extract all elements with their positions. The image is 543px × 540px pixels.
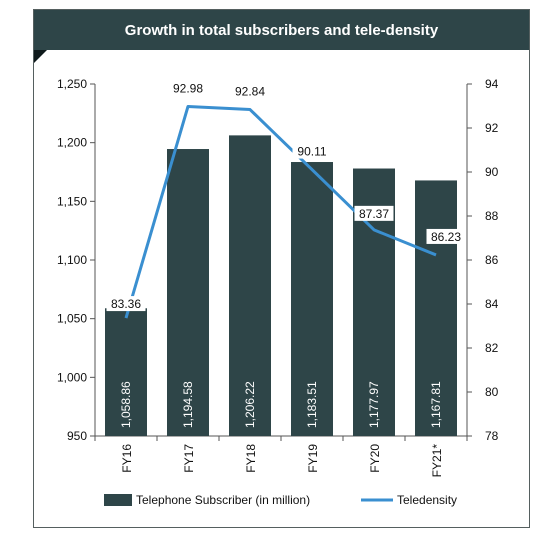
y-right-tick-label: 88	[485, 209, 499, 223]
bar-fy17	[167, 149, 209, 437]
line-value-label: 86.23	[431, 230, 461, 244]
line-value-label: 87.37	[359, 207, 389, 221]
legend-line-label: Teledensity	[397, 493, 457, 507]
chart-frame: Growth in total subscribers and tele-den…	[33, 9, 530, 528]
x-category-label: FY19	[306, 444, 320, 473]
y-right-tick-label: 90	[485, 165, 499, 179]
bar-fy21	[415, 180, 457, 436]
line-label-bg	[426, 228, 466, 244]
line-value-label: 83.36	[111, 297, 141, 311]
y-right-tick-label: 94	[485, 77, 499, 91]
x-category-label: FY16	[120, 444, 134, 473]
y-right-tick-label: 80	[485, 385, 499, 399]
bar-fy19	[291, 162, 333, 436]
y-left-tick-label: 1,100	[57, 253, 87, 267]
x-category-label: FY17	[182, 444, 196, 473]
bar-value-label: 1,194.58	[181, 381, 195, 428]
y-left-tick-label: 1,050	[57, 312, 87, 326]
bar-fy18	[229, 135, 271, 436]
y-left-tick-label: 1,250	[57, 77, 87, 91]
y-right-tick-label: 92	[485, 121, 499, 135]
y-right-tick-label: 86	[485, 253, 499, 267]
y-left-tick-label: 1,200	[57, 136, 87, 150]
y-left-tick-label: 1,150	[57, 194, 87, 208]
line-label-bg	[106, 296, 146, 312]
bar-value-label: 1,183.51	[305, 381, 319, 428]
header-notch	[34, 50, 47, 63]
legend-bar-swatch	[104, 494, 132, 506]
line-value-label: 92.98	[173, 81, 203, 95]
bar-value-label: 1,206.22	[243, 381, 257, 428]
x-category-label: FY18	[244, 444, 258, 473]
line-value-label: 90.11	[297, 145, 326, 159]
bar-fy16	[105, 308, 147, 436]
y-right-tick-label: 78	[485, 429, 499, 443]
bar-value-label: 1,058.86	[119, 381, 133, 428]
y-right-tick-label: 82	[485, 341, 499, 355]
x-category-label: FY21*	[430, 444, 444, 478]
y-left-tick-label: 1,000	[57, 370, 87, 384]
line-value-label: 92.84	[235, 85, 265, 99]
line-label-bg	[354, 205, 394, 221]
y-right-tick-label: 84	[485, 297, 499, 311]
line-label-bg	[230, 83, 270, 99]
bar-value-label: 1,167.81	[429, 381, 443, 428]
legend-bar-label: Telephone Subscriber (in million)	[136, 493, 310, 507]
y-left-tick-label: 950	[67, 429, 87, 443]
bar-value-label: 1,177.97	[367, 381, 381, 428]
line-label-bg	[168, 80, 208, 96]
line-label-bg	[292, 143, 332, 159]
x-category-label: FY20	[368, 444, 382, 473]
chart-title: Growth in total subscribers and tele-den…	[34, 10, 529, 50]
teledensity-line	[124, 104, 437, 319]
